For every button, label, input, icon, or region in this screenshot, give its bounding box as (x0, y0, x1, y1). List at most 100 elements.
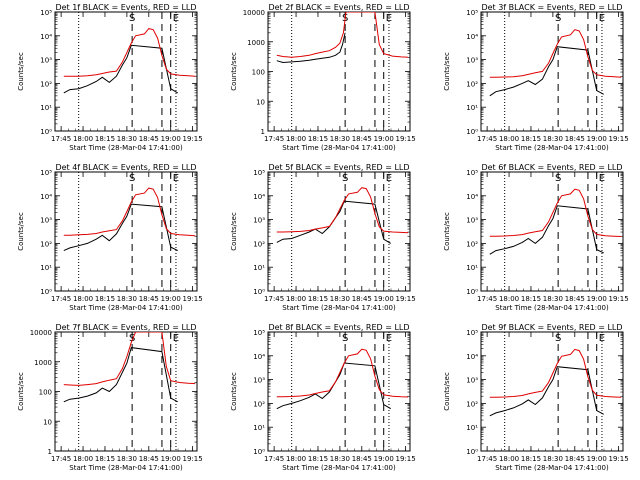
x-tick-label: 19:00 (587, 135, 607, 143)
lld-series-line (63, 332, 196, 386)
marker-label: S (555, 333, 561, 344)
series-group (63, 28, 196, 94)
y-tick-label: 10⁴ (253, 353, 265, 361)
plot-frame (267, 11, 411, 132)
x-tick-label: 18:45 (565, 295, 585, 303)
marker-label: E (386, 173, 392, 184)
marker-label: E (599, 173, 605, 184)
chart-panel: Det 4f BLACK = Events, RED = LLD 10⁰ 10¹ 10… (17, 163, 203, 312)
x-tick-label: 19:00 (161, 295, 181, 303)
marker-label: E (173, 173, 179, 184)
x-tick-label: 18:45 (139, 455, 159, 463)
chart-title: Det 1f BLACK = Events, RED = LLD (55, 3, 196, 12)
marker-label: S (129, 13, 135, 24)
chart-title: Det 7f BLACK = Events, RED = LLD (55, 323, 196, 332)
x-tick-label: 19:00 (161, 455, 181, 463)
x-tick-label: 19:15 (183, 455, 203, 463)
y-tick-label: 10² (253, 400, 265, 408)
x-axis-label: Start Time (28-Mar-04 17:41:00) (282, 144, 396, 152)
series-group (276, 187, 409, 244)
y-tick-label: 10³ (253, 377, 265, 385)
y-tick-label: 10² (466, 400, 478, 408)
y-tick-label: 10⁵ (466, 9, 478, 17)
y-tick-label: 10³ (466, 377, 478, 385)
y-tick-label: 10⁰ (253, 448, 265, 456)
x-tick-label: 19:15 (396, 295, 416, 303)
chart-panel: Det 9f BLACK = Events, RED = LLD 10⁰ 10¹ 10… (443, 323, 629, 472)
x-tick-label: 18:30 (330, 135, 350, 143)
x-tick-label: 17:45 (264, 135, 284, 143)
events-series-line (63, 44, 178, 94)
y-tick-label: 10⁴ (40, 33, 52, 41)
x-axis-label: Start Time (28-Mar-04 17:41:00) (495, 144, 609, 152)
x-tick-label: 18:45 (352, 295, 372, 303)
x-tick-label: 18:45 (139, 135, 159, 143)
lld-series-line (276, 187, 409, 234)
x-axis-label: Start Time (28-Mar-04 17:41:00) (282, 304, 396, 312)
x-tick-label: 18:45 (352, 455, 372, 463)
chart-title: Det 3f BLACK = Events, RED = LLD (481, 3, 622, 12)
plot-frame (480, 331, 624, 452)
x-tick-label: 17:45 (51, 295, 71, 303)
x-tick-label: 18:45 (565, 455, 585, 463)
y-tick-label: 10³ (466, 217, 478, 225)
y-axis-label: Counts/sec (17, 52, 25, 91)
chart-panel: Det 8f BLACK = Events, RED = LLD 10⁰ 10¹ 10… (230, 323, 416, 472)
x-tick-label: 18:45 (352, 135, 372, 143)
y-tick-label: 10⁴ (466, 33, 478, 41)
x-axis-label: Start Time (28-Mar-04 17:41:00) (69, 144, 183, 152)
y-axis-label: Counts/sec (443, 52, 451, 91)
marker-label: S (342, 173, 348, 184)
series-group (489, 29, 622, 97)
x-tick-label: 18:00 (286, 455, 306, 463)
x-tick-label: 18:00 (286, 295, 306, 303)
chart-title: Det 4f BLACK = Events, RED = LLD (55, 163, 196, 172)
x-tick-label: 19:15 (609, 455, 629, 463)
x-tick-label: 19:15 (183, 135, 203, 143)
y-tick-label: 10⁰ (466, 288, 478, 296)
events-series-line (489, 366, 604, 417)
y-tick-label: 10³ (466, 57, 478, 65)
y-tick-label: 10⁴ (466, 193, 478, 201)
plot-frame (267, 171, 411, 292)
marker-label: S (555, 173, 561, 184)
x-axis-label: Start Time (28-Mar-04 17:41:00) (69, 304, 183, 312)
chart-panel: Det 3f BLACK = Events, RED = LLD 10⁰ 10¹ 10… (443, 3, 629, 152)
y-tick-label: 100 (252, 69, 265, 77)
chart-title: Det 9f BLACK = Events, RED = LLD (481, 323, 622, 332)
chart-panel: Det 1f BLACK = Events, RED = LLD 10⁰ 10¹ 10… (17, 3, 203, 152)
y-tick-label: 10¹ (40, 104, 52, 112)
y-tick-label: 10¹ (466, 264, 478, 272)
lld-series-line (489, 188, 622, 237)
y-tick-label: 10⁰ (40, 128, 52, 136)
events-series-line (276, 32, 346, 64)
events-series-line (489, 205, 604, 255)
y-tick-label: 10⁵ (253, 169, 265, 177)
lld-series-line (63, 28, 196, 77)
y-tick-label: 10⁴ (253, 193, 265, 201)
x-tick-label: 18:00 (73, 455, 93, 463)
x-tick-label: 18:30 (543, 295, 563, 303)
marker-label: E (599, 333, 605, 344)
y-tick-label: 10000 (243, 9, 265, 17)
x-tick-label: 19:15 (183, 295, 203, 303)
marker-label: E (599, 13, 605, 24)
x-tick-label: 19:00 (374, 135, 394, 143)
y-tick-label: 10² (40, 240, 52, 248)
marker-label: S (129, 173, 135, 184)
x-tick-label: 19:00 (161, 135, 181, 143)
series-group (489, 348, 622, 417)
x-tick-label: 18:15 (308, 295, 328, 303)
marker-label: E (173, 333, 179, 344)
y-axis-label: Counts/sec (230, 52, 238, 91)
y-tick-label: 10³ (40, 217, 52, 225)
chart-panel: Det 7f BLACK = Events, RED = LLD 1 10 100 10… (17, 323, 203, 472)
y-tick-label: 10¹ (466, 104, 478, 112)
series-group (276, 12, 409, 64)
x-tick-label: 18:15 (521, 135, 541, 143)
y-tick-label: 10¹ (253, 264, 265, 272)
x-tick-label: 18:00 (73, 135, 93, 143)
y-tick-label: 10³ (40, 57, 52, 65)
x-tick-label: 18:00 (499, 455, 519, 463)
